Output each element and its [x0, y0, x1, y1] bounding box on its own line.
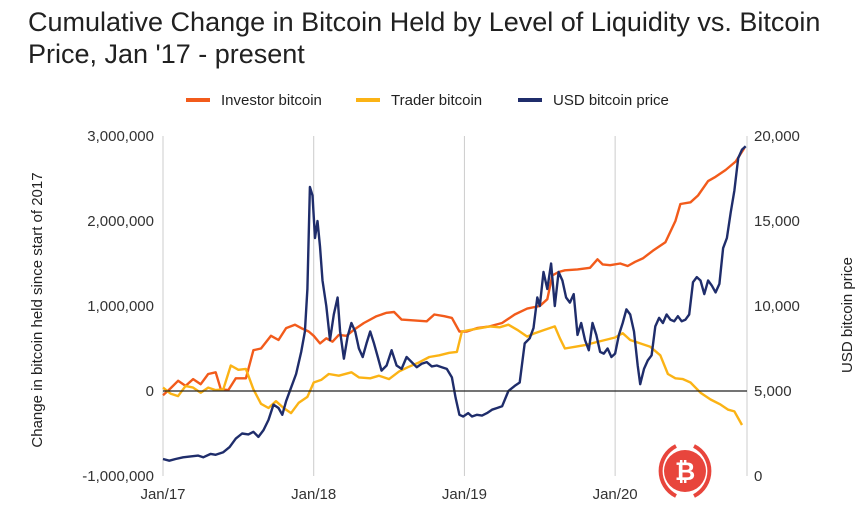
x-tick-label: Jan/20: [593, 486, 638, 503]
legend-label-trader: Trader bitcoin: [391, 92, 482, 109]
svg-text:₿: ₿: [675, 457, 695, 486]
y-left-tick-label: 3,000,000: [87, 128, 154, 145]
bitcoin-logo-icon: ₿: [658, 444, 712, 498]
chart-title: Cumulative Change in Bitcoin Held by Lev…: [28, 7, 821, 69]
y-left-axis-title: Change in bitcoin held since start of 20…: [29, 172, 46, 447]
legend: Investor bitcoin Trader bitcoin USD bitc…: [186, 92, 669, 109]
y-right-tick-label: 5,000: [754, 383, 792, 400]
y-left-tick-label: 2,000,000: [87, 213, 154, 230]
plot-area: -1,000,000 0 1,000,000 2,000,000 3,000,000 0 5…: [82, 128, 800, 503]
y-right-tick-label: 10,000: [754, 298, 800, 315]
x-tick-label: Jan/17: [140, 486, 185, 503]
y-left-tick-label: -1,000,000: [82, 468, 154, 485]
series-line-trader-bitcoin: [162, 323, 744, 426]
y-right-tick-label: 0: [754, 468, 762, 485]
series-line-usd-bitcoin-price: [162, 145, 747, 462]
x-tick-label: Jan/18: [291, 486, 336, 503]
y-right-tick-label: 15,000: [754, 213, 800, 230]
y-right-tick-label: 20,000: [754, 128, 800, 145]
x-tick-label: Jan/19: [442, 486, 487, 503]
series-line-investor-bitcoin: [162, 147, 746, 397]
y-right-axis-title: USD bitcoin price: [839, 257, 856, 373]
y-left-tick-label: 0: [146, 383, 154, 400]
y-left-tick-label: 1,000,000: [87, 298, 154, 315]
legend-label-investor: Investor bitcoin: [221, 92, 322, 109]
legend-label-price: USD bitcoin price: [553, 92, 669, 109]
